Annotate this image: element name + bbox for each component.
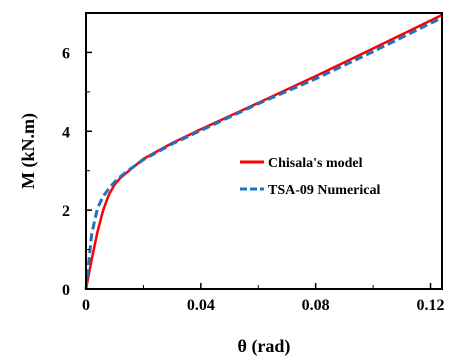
x-tick-label: 0.12 xyxy=(417,297,445,314)
y-tick-label: 6 xyxy=(62,45,70,62)
plot-marks xyxy=(84,13,443,290)
legend-label-2: TSA-09 Numerical xyxy=(268,183,380,198)
x-tick-label: 0.04 xyxy=(187,297,215,314)
x-axis-title: θ (rad) xyxy=(238,336,291,357)
plot-frame xyxy=(85,12,443,290)
legend: Chisala's model TSA-09 Numerical xyxy=(240,156,380,198)
y-axis-title: M (kN.m) xyxy=(18,113,39,189)
x-tick-label: 0.08 xyxy=(302,297,330,314)
y-tick-label: 4 xyxy=(62,124,70,141)
legend-label-1: Chisala's model xyxy=(268,156,363,171)
y-tick-label: 2 xyxy=(62,203,70,220)
series-line-2 xyxy=(84,16,443,290)
series-line-1 xyxy=(84,13,443,290)
axis-ticks: 0 0.04 0.08 0.12 0 2 4 6 xyxy=(62,45,445,314)
y-tick-label: 0 xyxy=(62,282,70,299)
x-tick-label: 0 xyxy=(82,297,90,314)
